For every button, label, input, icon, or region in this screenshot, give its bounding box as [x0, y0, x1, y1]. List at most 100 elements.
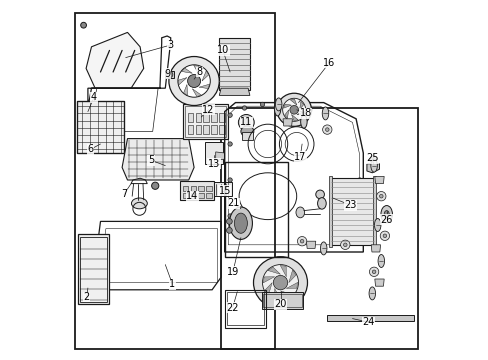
Text: 18: 18	[299, 108, 311, 118]
Ellipse shape	[226, 219, 232, 224]
Ellipse shape	[376, 192, 385, 201]
Text: 7: 7	[121, 189, 127, 199]
Ellipse shape	[322, 107, 328, 120]
Polygon shape	[193, 65, 199, 75]
Ellipse shape	[81, 22, 86, 28]
Bar	[224, 290, 265, 328]
Text: 20: 20	[274, 299, 286, 309]
Ellipse shape	[325, 128, 328, 131]
Polygon shape	[181, 68, 192, 73]
Bar	[190, 186, 196, 191]
Text: 6: 6	[87, 144, 93, 154]
Bar	[187, 125, 193, 134]
Polygon shape	[86, 32, 143, 88]
Bar	[213, 182, 231, 196]
Ellipse shape	[229, 207, 252, 239]
Ellipse shape	[322, 125, 331, 134]
Ellipse shape	[168, 57, 219, 105]
Bar	[219, 38, 249, 90]
Polygon shape	[280, 291, 292, 298]
Ellipse shape	[315, 190, 324, 199]
Bar	[198, 186, 203, 191]
Ellipse shape	[295, 207, 304, 218]
Ellipse shape	[278, 102, 282, 107]
Text: 12: 12	[202, 105, 214, 115]
Text: 9: 9	[163, 69, 170, 79]
Ellipse shape	[374, 219, 380, 231]
Polygon shape	[370, 245, 380, 252]
Ellipse shape	[227, 178, 232, 182]
Ellipse shape	[187, 75, 200, 87]
Text: 2: 2	[83, 292, 90, 302]
Bar	[182, 193, 187, 198]
Bar	[330, 178, 373, 245]
Ellipse shape	[300, 115, 306, 128]
Bar	[241, 132, 253, 140]
Bar	[78, 234, 108, 304]
Bar	[203, 125, 209, 134]
Ellipse shape	[166, 71, 172, 78]
Bar	[195, 125, 201, 134]
Polygon shape	[289, 99, 296, 105]
Ellipse shape	[234, 213, 247, 233]
Polygon shape	[199, 84, 209, 89]
Text: 23: 23	[344, 200, 356, 210]
Ellipse shape	[242, 119, 249, 126]
Ellipse shape	[296, 106, 300, 110]
Ellipse shape	[260, 102, 264, 107]
Ellipse shape	[253, 257, 307, 309]
Ellipse shape	[380, 206, 392, 223]
Polygon shape	[306, 241, 315, 248]
Ellipse shape	[151, 182, 159, 189]
Polygon shape	[284, 110, 288, 118]
Ellipse shape	[241, 126, 253, 137]
Ellipse shape	[297, 237, 306, 246]
Text: 26: 26	[380, 215, 392, 225]
Text: 13: 13	[207, 159, 220, 169]
Text: 3: 3	[167, 40, 173, 50]
Text: 15: 15	[218, 186, 230, 196]
Ellipse shape	[320, 242, 326, 255]
Ellipse shape	[317, 198, 325, 209]
Bar	[329, 176, 332, 247]
Bar	[204, 142, 223, 164]
Polygon shape	[280, 265, 286, 277]
Polygon shape	[202, 71, 208, 81]
Bar	[187, 113, 193, 122]
Bar	[221, 108, 418, 349]
Bar	[326, 315, 413, 321]
Text: 17: 17	[293, 152, 306, 162]
Polygon shape	[296, 111, 304, 116]
Text: 25: 25	[366, 153, 378, 163]
Polygon shape	[366, 164, 379, 173]
Ellipse shape	[275, 98, 282, 111]
Polygon shape	[267, 267, 280, 274]
Bar	[227, 292, 263, 325]
Polygon shape	[178, 77, 186, 85]
Polygon shape	[291, 114, 298, 121]
Ellipse shape	[227, 142, 232, 146]
Bar	[182, 186, 187, 191]
Polygon shape	[264, 283, 272, 295]
Ellipse shape	[226, 228, 232, 233]
Ellipse shape	[276, 93, 311, 126]
Bar	[198, 193, 203, 198]
Text: 22: 22	[226, 303, 238, 313]
Ellipse shape	[377, 255, 384, 267]
Text: 21: 21	[227, 198, 240, 208]
Ellipse shape	[289, 105, 298, 114]
Ellipse shape	[343, 243, 346, 247]
Bar	[80, 237, 107, 302]
Bar	[211, 113, 217, 122]
Bar	[219, 113, 224, 122]
Ellipse shape	[368, 287, 375, 300]
Bar	[206, 186, 211, 191]
Polygon shape	[288, 270, 295, 283]
Text: 4: 4	[91, 92, 97, 102]
Bar	[77, 101, 123, 153]
Bar	[183, 104, 228, 139]
Ellipse shape	[357, 178, 361, 182]
Bar	[206, 193, 211, 198]
Ellipse shape	[273, 275, 287, 290]
Bar	[190, 193, 196, 198]
